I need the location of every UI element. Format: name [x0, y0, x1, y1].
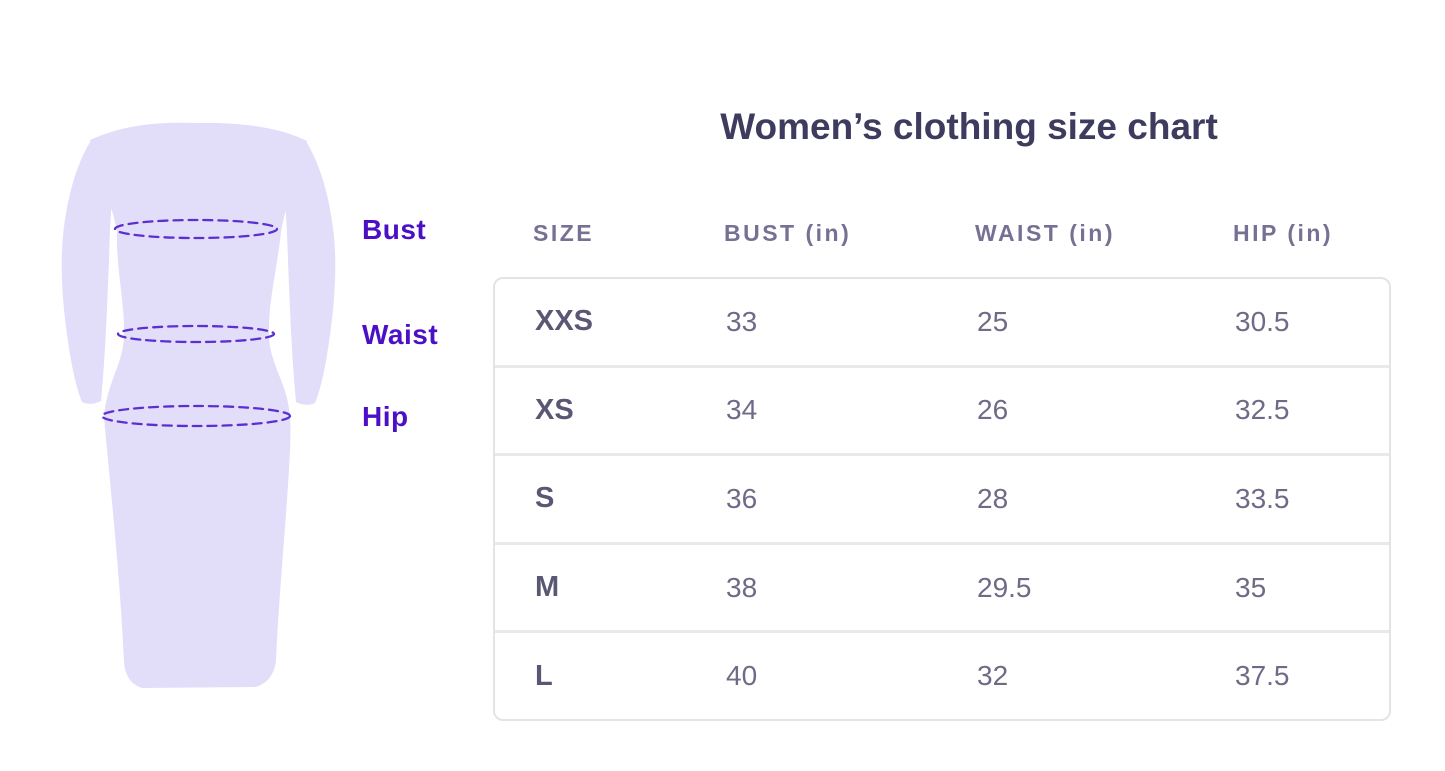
table-header-row: SIZE BUST (in) WAIST (in) HIP (in)	[493, 214, 1391, 252]
table-row: L 40 32 37.5	[495, 630, 1389, 719]
dress-illustration	[61, 122, 336, 688]
hip-cell: 32.5	[1235, 394, 1290, 426]
waist-cell: 26	[977, 394, 1009, 426]
table-row: XXS 33 25 30.5	[495, 279, 1389, 365]
column-header-hip: HIP (in)	[1233, 219, 1334, 246]
waist-cell: 32	[977, 660, 1009, 692]
dress-left-sleeve	[61, 139, 119, 404]
hip-cell: 30.5	[1235, 305, 1290, 337]
hip-measure-line	[100, 404, 292, 428]
size-cell: XXS	[535, 305, 594, 338]
hip-cell: 37.5	[1235, 660, 1290, 692]
column-header-size: SIZE	[533, 219, 595, 246]
page-title: Women’s clothing size chart	[720, 106, 1218, 147]
waist-measure-line	[116, 324, 276, 344]
size-cell: L	[535, 659, 553, 692]
bust-label: Bust	[362, 214, 427, 245]
waist-label: Waist	[362, 319, 439, 350]
waist-cell: 29.5	[977, 571, 1032, 603]
bust-cell: 33	[726, 305, 758, 337]
bust-measure-line	[113, 218, 279, 240]
waist-cell: 28	[977, 482, 1009, 514]
column-header-bust: BUST (in)	[724, 219, 852, 246]
dress-right-sleeve	[278, 140, 336, 405]
column-header-waist: WAIST (in)	[975, 219, 1115, 246]
table-row: S 36 28 33.5	[495, 453, 1389, 542]
hip-cell: 33.5	[1235, 482, 1290, 514]
bust-cell: 40	[726, 660, 758, 692]
bust-cell: 36	[726, 482, 758, 514]
size-table: XXS 33 25 30.5 XS 34 26 32.5 S 36 28 33.…	[493, 277, 1391, 721]
bust-cell: 34	[726, 394, 758, 426]
hip-cell: 35	[1235, 571, 1267, 603]
size-cell: S	[535, 482, 555, 515]
table-row: M 38 29.5 35	[495, 541, 1389, 631]
bust-cell: 38	[726, 571, 758, 603]
hip-label: Hip	[362, 401, 409, 432]
waist-cell: 25	[977, 305, 1009, 337]
table-row: XS 34 26 32.5	[495, 364, 1389, 454]
size-cell: XS	[535, 393, 574, 426]
size-cell: M	[535, 571, 560, 604]
